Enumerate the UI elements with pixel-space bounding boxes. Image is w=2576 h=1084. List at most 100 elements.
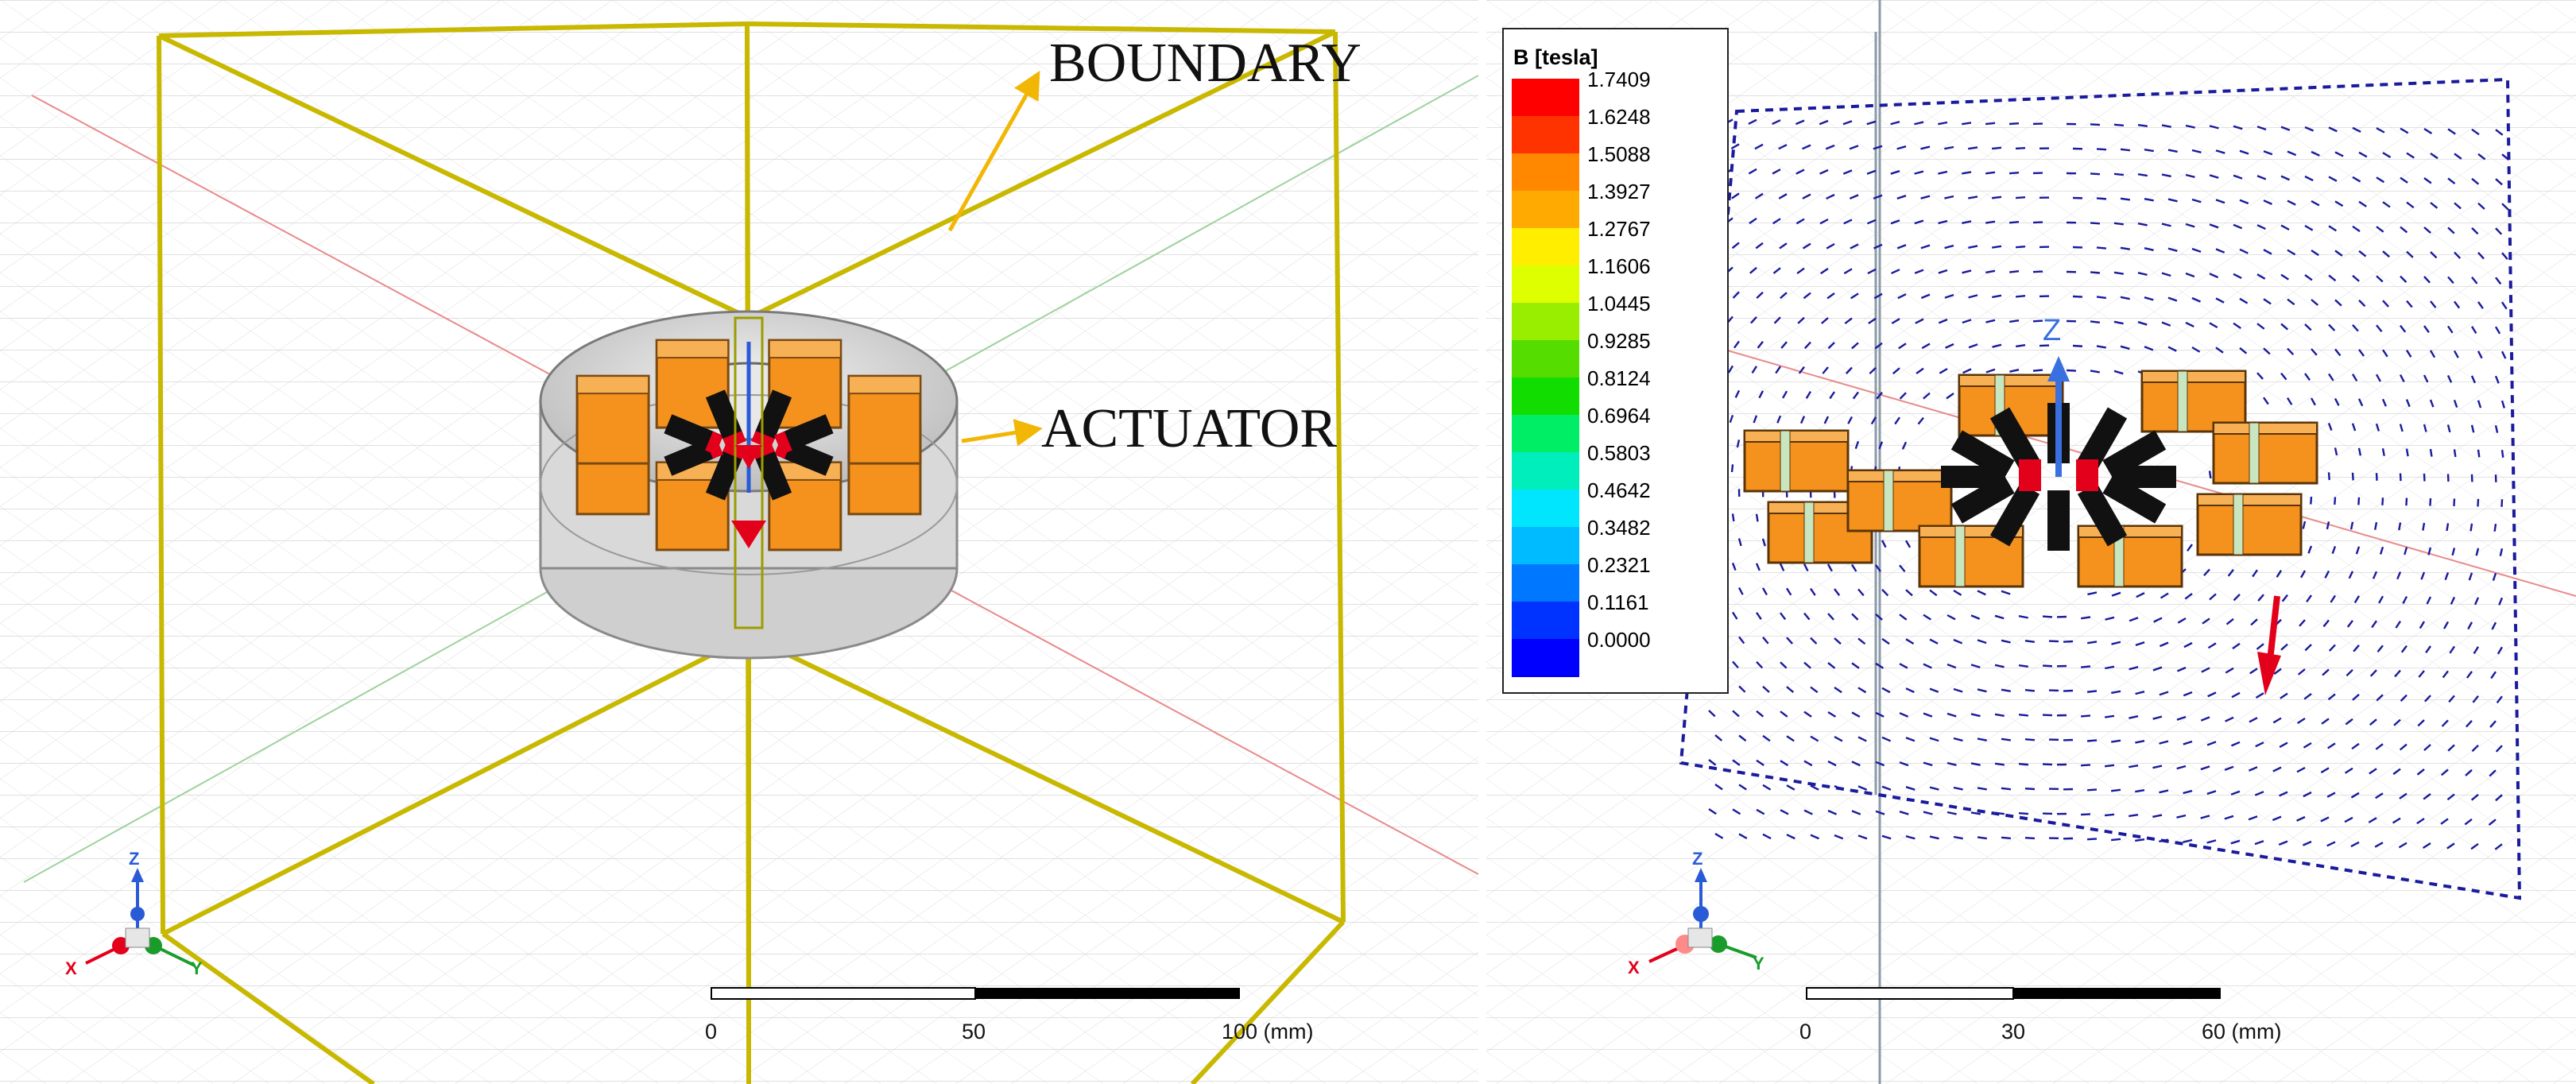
field-vector xyxy=(2465,768,2473,776)
field-vector xyxy=(2328,274,2337,282)
field-vector xyxy=(1977,738,1987,741)
field-vector xyxy=(1810,686,1819,694)
field-vector xyxy=(2086,739,2098,742)
field-vector xyxy=(1994,713,2005,717)
field-vector xyxy=(2090,123,2101,126)
field-vector xyxy=(1737,538,1742,547)
field-vector xyxy=(2279,741,2288,749)
field-vector xyxy=(2110,838,2121,842)
field-vector xyxy=(1852,391,1859,400)
field-vector xyxy=(2081,616,2091,620)
field-vector xyxy=(2297,717,2306,725)
field-vector xyxy=(1756,710,1764,718)
field-vector xyxy=(2015,246,2026,249)
field-vector xyxy=(2405,349,2412,358)
field-vector xyxy=(2233,273,2242,280)
field-vector xyxy=(2358,151,2368,158)
field-vector xyxy=(2191,247,2202,253)
field-vector xyxy=(2255,741,2264,748)
field-vector xyxy=(1803,563,1809,572)
actuator-model[interactable] xyxy=(539,310,959,660)
field-vector xyxy=(2330,594,2337,603)
field-vector xyxy=(2477,449,2481,458)
field-vector xyxy=(1898,343,1907,350)
field-vector xyxy=(1873,243,1883,250)
field-vector xyxy=(2087,641,2098,645)
field-vector xyxy=(2135,789,2145,793)
scale-tick-0: 0 xyxy=(1799,1020,1812,1043)
field-vector xyxy=(2466,671,2473,679)
field-vector xyxy=(2453,350,2459,358)
field-vector xyxy=(2215,297,2225,304)
field-vector xyxy=(1947,712,1957,718)
field-vector xyxy=(1896,145,1907,150)
field-vector xyxy=(2272,766,2282,772)
field-vector xyxy=(2256,643,2264,650)
field-vector xyxy=(1834,588,1841,596)
field-vector xyxy=(1708,710,1716,718)
field-vector xyxy=(1754,143,1764,150)
field-vector xyxy=(2499,548,2504,556)
field-vector xyxy=(2167,296,2178,302)
field-vector xyxy=(2500,350,2507,359)
field-vector xyxy=(1890,121,1900,126)
field-vector xyxy=(2299,619,2306,627)
field-vector xyxy=(2392,768,2401,776)
field-vector xyxy=(2184,593,2193,600)
field-vector xyxy=(1714,734,1723,741)
field-vector xyxy=(2009,122,2020,126)
field-vector xyxy=(2248,815,2258,821)
field-vector xyxy=(2382,201,2391,208)
field-vector xyxy=(1772,218,1781,225)
field-vector xyxy=(1780,292,1788,300)
field-legend: B [tesla] 1.7409 1.6248 1.5088 1.3927 1.2767… xyxy=(1502,28,1729,694)
field-vector xyxy=(1795,168,1805,175)
field-vector xyxy=(2176,814,2187,819)
field-vector xyxy=(2104,764,2115,768)
legend-swatch xyxy=(1512,490,1579,528)
actuator-model-field[interactable] xyxy=(1743,370,2318,588)
field-vector xyxy=(2153,617,2163,623)
field-vector xyxy=(2250,618,2258,626)
field-plane-outline xyxy=(1679,77,2522,900)
field-vector xyxy=(2379,546,2384,555)
left-3d-viewport[interactable] xyxy=(0,0,1478,1084)
axis-triad[interactable] xyxy=(1648,868,1757,963)
field-vector xyxy=(2183,641,2193,648)
field-vector xyxy=(2351,423,2357,432)
field-vector xyxy=(2395,620,2402,629)
field-vector xyxy=(2495,129,2504,136)
field-vector xyxy=(1756,660,1764,669)
field-vector xyxy=(1953,687,1963,693)
field-vector xyxy=(2135,838,2145,842)
right-3d-viewport[interactable] xyxy=(1486,0,2576,1084)
field-vector xyxy=(2447,128,2456,135)
field-vector xyxy=(2311,299,2319,306)
field-vector xyxy=(1755,242,1764,250)
scale-tick-50: 50 xyxy=(962,1020,986,1043)
field-vector xyxy=(1892,367,1900,375)
field-vector xyxy=(1762,637,1769,645)
field-vector xyxy=(2001,590,2011,595)
field-vector xyxy=(1851,613,1859,621)
field-vector xyxy=(1947,811,1957,815)
field-vector xyxy=(2300,570,2307,579)
field-vector xyxy=(2296,815,2306,822)
magnet xyxy=(1989,482,2040,547)
field-vector xyxy=(1851,711,1861,718)
field-vector xyxy=(1857,785,1868,791)
field-vector xyxy=(2287,347,2295,356)
field-vector xyxy=(1970,614,1981,620)
field-vector xyxy=(2464,818,2473,826)
field-vector xyxy=(2183,740,2193,745)
axis-triad[interactable] xyxy=(85,868,196,967)
field-vector xyxy=(2136,592,2145,598)
field-vector xyxy=(1810,784,1819,791)
field-vector xyxy=(2032,369,2043,372)
field-vector xyxy=(2382,152,2392,158)
central-shaft xyxy=(734,316,764,629)
field-vector xyxy=(1857,834,1868,840)
field-vector xyxy=(1762,685,1770,693)
field-vector xyxy=(2470,793,2479,801)
field-vector xyxy=(1749,217,1757,225)
